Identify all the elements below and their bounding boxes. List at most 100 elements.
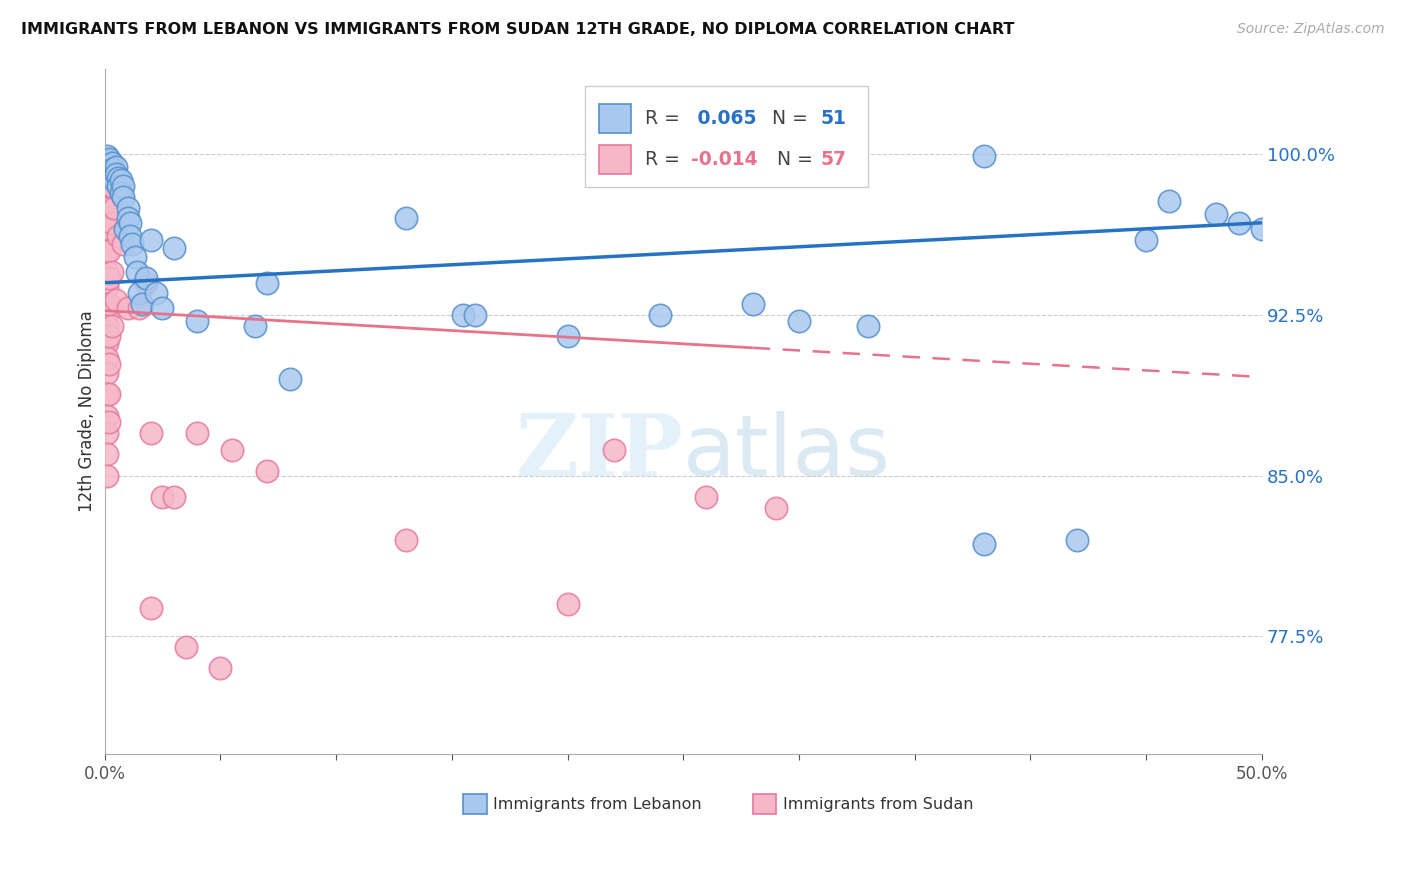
FancyBboxPatch shape: [585, 86, 869, 187]
Point: [105, 167, 128, 181]
Point: [96, 468, 118, 483]
Point: [100, 265, 122, 279]
Point: [100, 179, 122, 194]
Point: [96, 387, 118, 401]
Point: [96, 233, 118, 247]
Text: ZIP: ZIP: [516, 410, 683, 494]
Point: [112, 190, 135, 204]
Point: [135, 271, 157, 285]
Point: [186, 314, 208, 328]
Point: [163, 242, 186, 256]
Point: [1251, 222, 1274, 236]
Point: [107, 228, 129, 243]
Point: [96, 211, 118, 226]
Point: [100, 155, 122, 169]
Point: [1135, 233, 1157, 247]
Point: [96, 265, 118, 279]
Text: N =: N =: [772, 109, 814, 128]
Point: [98, 271, 121, 285]
Point: [96, 158, 118, 172]
Point: [98, 244, 121, 258]
Point: [96, 366, 118, 380]
Point: [973, 149, 995, 163]
Point: [114, 222, 136, 236]
Point: [98, 329, 121, 343]
Point: [120, 228, 142, 243]
Point: [96, 149, 118, 163]
Point: [256, 464, 278, 478]
Point: [107, 170, 129, 185]
Point: [100, 162, 122, 177]
Y-axis label: 12th Grade, No Diploma: 12th Grade, No Diploma: [79, 310, 96, 512]
Point: [221, 442, 243, 457]
Point: [135, 276, 157, 290]
Text: Source: ZipAtlas.com: Source: ZipAtlas.com: [1237, 22, 1385, 37]
Text: -0.014: -0.014: [692, 150, 758, 169]
Point: [98, 387, 121, 401]
Point: [152, 490, 174, 504]
Point: [121, 237, 143, 252]
Text: 51: 51: [821, 109, 846, 128]
Text: Immigrants from Sudan: Immigrants from Sudan: [783, 797, 973, 812]
Point: [163, 490, 186, 504]
Point: [98, 222, 121, 236]
FancyBboxPatch shape: [752, 794, 776, 814]
Text: 0.065: 0.065: [692, 109, 756, 128]
Text: R =: R =: [645, 150, 686, 169]
Point: [765, 500, 787, 515]
Point: [120, 216, 142, 230]
Point: [103, 169, 125, 183]
Point: [394, 211, 416, 226]
Point: [112, 237, 135, 252]
Point: [186, 425, 208, 440]
Point: [103, 173, 125, 187]
FancyBboxPatch shape: [599, 104, 631, 133]
Point: [394, 533, 416, 547]
Point: [96, 447, 118, 461]
Point: [125, 265, 148, 279]
Point: [100, 318, 122, 333]
Point: [145, 286, 167, 301]
Text: 57: 57: [821, 150, 846, 169]
Point: [278, 372, 301, 386]
Point: [98, 201, 121, 215]
Point: [98, 415, 121, 429]
Point: [1066, 533, 1088, 547]
Point: [96, 201, 118, 215]
Point: [152, 301, 174, 316]
Point: [110, 186, 132, 200]
Point: [139, 233, 162, 247]
Point: [96, 425, 118, 440]
Point: [96, 409, 118, 423]
Point: [117, 301, 139, 316]
Point: [96, 179, 118, 194]
Point: [110, 173, 132, 187]
Point: [695, 490, 717, 504]
Point: [256, 276, 278, 290]
Point: [96, 297, 118, 311]
Text: N =: N =: [778, 150, 818, 169]
Point: [98, 179, 121, 194]
Point: [464, 308, 486, 322]
Point: [209, 661, 232, 675]
Point: [112, 179, 135, 194]
Point: [603, 442, 626, 457]
Point: [648, 308, 671, 322]
Point: [557, 597, 579, 611]
FancyBboxPatch shape: [464, 794, 486, 814]
Point: [117, 211, 139, 226]
Point: [243, 318, 266, 333]
Point: [96, 318, 118, 333]
Point: [96, 153, 118, 168]
Point: [128, 286, 150, 301]
Point: [1227, 216, 1250, 230]
Point: [131, 297, 153, 311]
Point: [96, 169, 118, 183]
Point: [128, 301, 150, 316]
Point: [98, 357, 121, 371]
Point: [973, 537, 995, 551]
Point: [124, 250, 146, 264]
Point: [557, 329, 579, 343]
Point: [858, 318, 880, 333]
Point: [139, 425, 162, 440]
